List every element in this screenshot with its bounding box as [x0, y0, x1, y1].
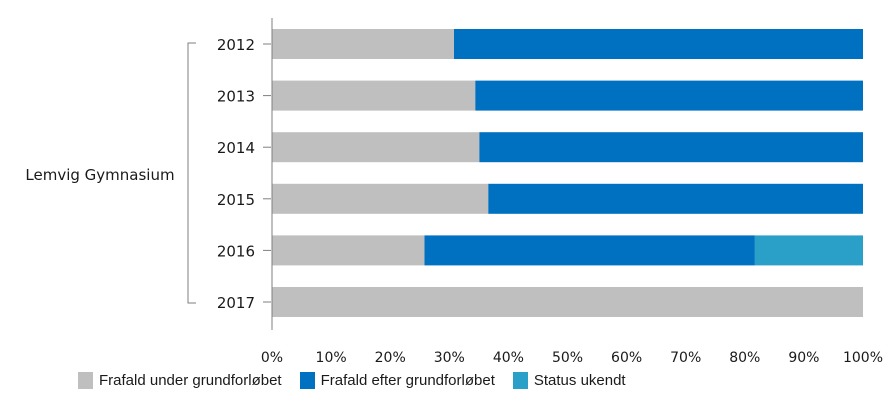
legend-item: Status ukendt — [512, 372, 626, 389]
legend-label-after: Frafald efter grundforløbet — [320, 372, 495, 389]
bar-segment-2012-0 — [272, 29, 454, 59]
x-tick-label: 50% — [552, 350, 583, 366]
y-tick-label: 2017 — [217, 294, 255, 312]
legend-item: Frafald efter grundforløbet — [299, 372, 495, 389]
y-tick-label: 2014 — [217, 139, 255, 157]
legend-label-under: Frafald under grundforløbet — [99, 372, 282, 389]
bar-segment-2017-0 — [272, 287, 863, 317]
x-tick-label: 100% — [843, 350, 883, 366]
bars-layer — [272, 29, 863, 317]
x-tick-label: 60% — [611, 350, 642, 366]
x-tick-label: 0% — [261, 350, 283, 366]
group-bracket — [187, 42, 196, 304]
legend-item: Frafald under grundforløbet — [78, 372, 282, 389]
bar-segment-2016-0 — [272, 235, 425, 266]
x-tick-label: 10% — [316, 350, 347, 366]
bar-segment-2016-2 — [754, 235, 863, 266]
bar-segment-2014-0 — [272, 132, 480, 163]
x-tick-label: 70% — [670, 350, 701, 366]
bar-segment-2013-1 — [475, 80, 863, 111]
bar-segment-2015-0 — [272, 183, 489, 214]
legend-swatch-under — [78, 372, 93, 389]
axis-layer: 2012 2013 2014 2015 2016 2017 0% 10% 20% 30% 40% 50… — [187, 18, 883, 366]
x-tick-label: 40% — [493, 350, 524, 366]
x-tick-label: 30% — [434, 350, 465, 366]
legend: Frafald under grundforløbet Frafald efte… — [78, 372, 644, 389]
bar-segment-2013-0 — [272, 80, 476, 111]
y-tick-label: 2012 — [217, 36, 255, 54]
x-tick-label: 80% — [729, 350, 760, 366]
bar-segment-2012-1 — [454, 29, 863, 59]
bar-segment-2014-1 — [479, 132, 863, 163]
legend-swatch-after — [299, 372, 315, 389]
y-tick-label: 2016 — [217, 242, 255, 260]
y-tick-label: 2015 — [217, 191, 255, 209]
y-tick-label: 2013 — [217, 88, 255, 106]
bar-segment-2016-1 — [424, 235, 755, 266]
legend-label-unknown: Status ukendt — [533, 372, 626, 389]
x-tick-label: 90% — [788, 350, 819, 366]
bar-segment-2015-1 — [488, 183, 863, 214]
group-label: Lemvig Gymnasium — [25, 166, 174, 184]
x-tick-label: 20% — [375, 350, 406, 366]
legend-swatch-unknown — [512, 372, 528, 389]
